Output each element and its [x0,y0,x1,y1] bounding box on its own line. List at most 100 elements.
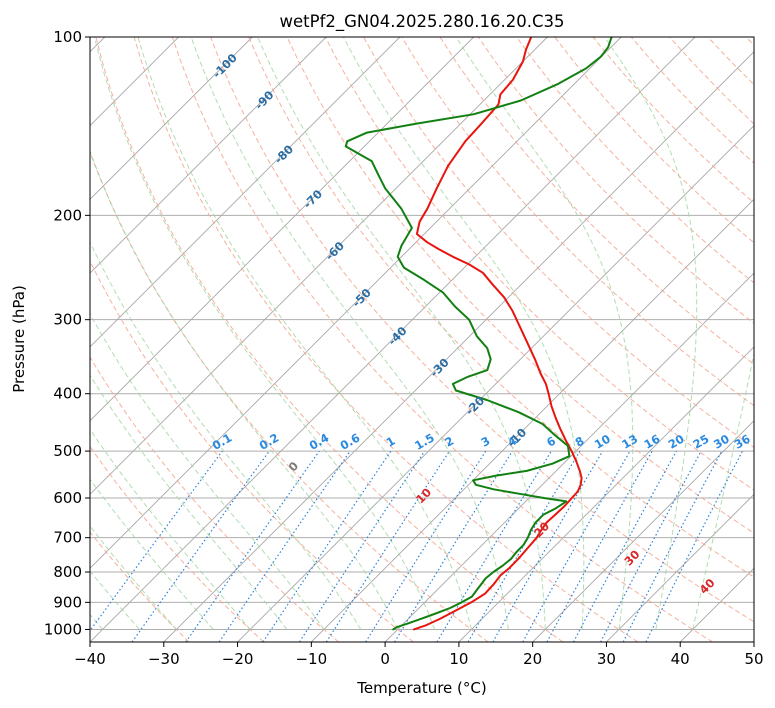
dry-adiabat-line [363,37,754,449]
dry-adiabat-line [133,37,639,642]
mixing-ratio-label: 30 [711,432,732,452]
isotherm-line [90,37,548,496]
moist-adiabat-line [137,37,472,630]
x-tick-label: 20 [523,650,542,668]
dry-adiabat-line [90,259,414,642]
moist-adiabat-line [257,37,546,630]
moist-adiabat-line [90,428,251,630]
moist-adiabat-line [90,149,399,630]
isotherm-label: -100 [210,51,240,81]
isotherm-line [237,124,754,642]
y-tick-label: 1000 [44,620,82,638]
mixing-ratio-line [572,450,677,642]
dry-adiabat-line [324,37,754,491]
isotherm-line [310,198,754,642]
x-axis-label: Temperature (°C) [356,679,486,697]
moist-adiabat-line [190,37,509,630]
mixing-ratio-line [546,450,653,642]
y-tick-label: 900 [53,593,82,611]
isotherm-label: -30 [427,355,452,380]
mixing-ratio-line [185,450,320,642]
moist-adiabat-line [692,351,754,630]
y-axis-label: Pressure (hPa) [10,285,28,393]
dry-adiabat-line [516,37,754,284]
mixing-ratio-line [467,450,581,642]
dry-adiabat-line [745,37,754,46]
dry-adiabat-line [171,37,713,642]
mixing-ratio-label: 0.2 [257,431,282,453]
isotherm-line [163,51,754,642]
y-tick-label: 400 [53,385,82,403]
isotherm-line [606,493,754,642]
x-tick-label: 30 [597,650,616,668]
mixing-ratio-line [131,450,270,642]
dry-adiabat-line [477,37,754,324]
dewpoint-curve [344,37,613,631]
x-tick-label: −30 [148,650,180,668]
dry-adiabat-line [439,37,754,365]
x-tick-label: −10 [295,650,327,668]
mixing-ratio-label: 8 [573,434,587,450]
mixing-ratio-label: 0.4 [307,431,332,453]
dry-adiabat-line [90,531,190,642]
dry-adiabat-line [90,445,265,642]
mixing-ratio-label: 16 [642,432,663,452]
isotherm-line [384,272,754,642]
moist-adiabat-line [90,240,362,630]
x-tick-label: 0 [380,650,390,668]
moist-adiabat-line [604,37,698,630]
temperature-curve [412,37,583,631]
isotherm-line [90,37,696,642]
y-tick-label: 200 [53,206,82,224]
mixing-ratio-line [262,450,392,642]
moist-adiabat-line [90,374,288,630]
mixing-ratio-line [622,450,723,642]
isotherm-label: -70 [301,187,326,212]
dry-adiabat-line [592,37,754,204]
isotherm-line [90,37,475,422]
mixing-ratio-label: 36 [732,432,753,452]
isotherm-label: -10 [505,425,530,450]
chart-title: wetPf2_GN04.2025.280.16.20.C35 [280,12,565,32]
mixing-ratio-line [394,450,513,642]
mixing-ratio-line [522,450,631,642]
plot-frame [89,36,755,643]
mixing-ratio-line [90,450,223,632]
isotherm-line [90,37,253,200]
dry-adiabat-line [210,37,754,623]
mixing-ratio-line [436,450,552,642]
y-tick-label: 700 [53,529,82,547]
mixing-ratio-label: 25 [691,432,712,452]
isotherm-label: -60 [322,239,347,264]
isotherm-line [90,37,401,348]
isotherm-label: -90 [252,88,277,113]
isotherm-label: -80 [272,142,297,167]
isotherm-label: -50 [349,286,374,311]
isotherm-line [532,420,754,642]
isotherm-label: -20 [463,394,488,419]
moist-adiabat-line [90,312,325,630]
mixing-ratio-line [299,450,426,642]
moist-adiabat-line [93,37,436,630]
x-tick-label: 10 [449,650,468,668]
x-tick-label: 50 [744,650,763,668]
y-tick-label: 100 [53,28,82,46]
wet-bulb-label: 0 [286,459,302,475]
x-tick-label: −40 [74,650,106,668]
x-tick-label: −20 [222,650,254,668]
dry-adiabat-line [669,37,754,125]
moist-adiabat-line [342,37,585,630]
isotherm-line [90,37,622,569]
dry-adiabat-line [707,37,754,86]
wet-bulb-label: 40 [696,576,717,597]
mixing-ratio-label: 0.1 [210,431,235,453]
isotherm-line [679,567,754,642]
mixing-ratio-line [218,450,351,642]
mixing-ratio-label: 3 [478,434,492,450]
y-tick-label: 600 [53,489,82,507]
mixing-ratio-label: 10 [592,432,613,452]
isotherm-line [753,641,754,642]
dry-adiabat-line [95,37,564,642]
mixing-ratio-label: 0.6 [338,431,363,453]
